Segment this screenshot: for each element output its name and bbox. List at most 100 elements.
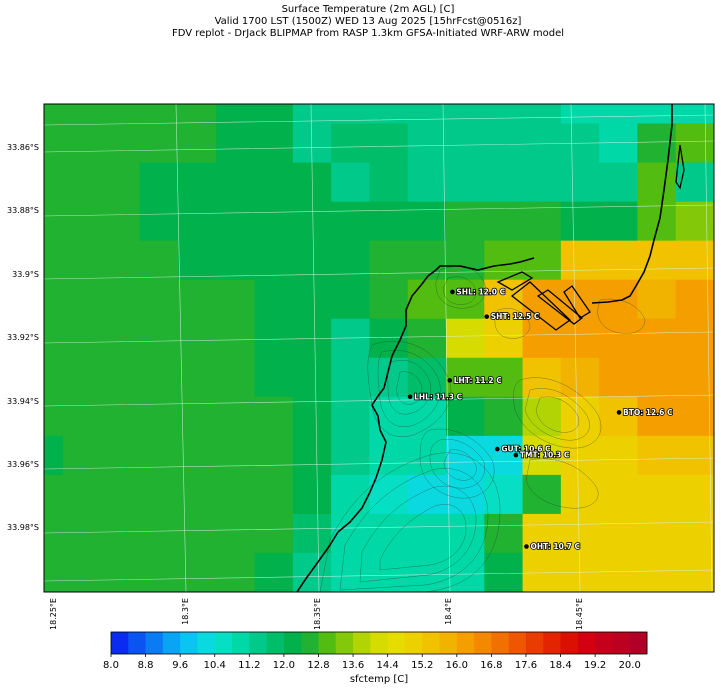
colorbar-frame bbox=[110, 631, 648, 655]
grid-cell bbox=[63, 318, 103, 359]
grid-cell bbox=[522, 318, 562, 359]
grid-cell bbox=[637, 104, 677, 125]
grid-cell bbox=[254, 279, 294, 320]
station-marker-bto bbox=[616, 410, 622, 415]
colorbar-swatch bbox=[577, 632, 596, 654]
grid-cell bbox=[44, 318, 64, 359]
lat-tick-label: 33.86°S bbox=[7, 143, 39, 152]
station-marker-shl bbox=[450, 289, 455, 295]
lat-tick-label: 33.98°S bbox=[7, 523, 39, 532]
grid-cell bbox=[599, 435, 639, 476]
grid-cell bbox=[560, 513, 600, 554]
grid-cell bbox=[446, 318, 486, 359]
grid-cell bbox=[407, 123, 447, 164]
grid-cell bbox=[331, 318, 371, 359]
colorbar-swatch bbox=[439, 632, 458, 654]
grid-cell bbox=[484, 513, 524, 554]
colorbar-tick-label: 19.2 bbox=[583, 660, 607, 671]
grid-cell bbox=[216, 513, 256, 554]
grid-cell bbox=[254, 240, 294, 281]
grid-cell bbox=[292, 279, 332, 320]
colorbar-swatch bbox=[145, 632, 164, 654]
grid-cell bbox=[254, 552, 294, 592]
grid-cell bbox=[369, 435, 409, 476]
colorbar-swatch bbox=[387, 632, 406, 654]
grid-cell bbox=[522, 240, 562, 281]
grid-cell bbox=[139, 162, 179, 203]
grid-cell bbox=[101, 552, 141, 592]
grid-cell bbox=[178, 435, 218, 476]
grid-cell bbox=[254, 396, 294, 437]
colorbar-tick-label: 17.6 bbox=[514, 660, 538, 671]
grid-cell bbox=[331, 201, 371, 242]
station-label-shl: SHL: 12.0 C bbox=[456, 287, 505, 296]
grid-cell bbox=[407, 318, 447, 359]
grid-cell bbox=[139, 104, 179, 125]
grid-cell bbox=[44, 240, 64, 281]
grid-cell bbox=[675, 318, 714, 359]
colorbar-tick-label: 8.0 bbox=[103, 660, 119, 671]
grid-cell bbox=[178, 318, 218, 359]
grid-cell bbox=[484, 162, 524, 203]
colorbar-tick-label: 15.2 bbox=[411, 660, 434, 671]
grid-cell bbox=[216, 240, 256, 281]
grid-cell bbox=[599, 123, 639, 164]
grid-cell bbox=[44, 162, 64, 203]
lon-tick-label: 18.4°E bbox=[444, 598, 453, 625]
colorbar-swatch bbox=[249, 632, 268, 654]
grid-cell bbox=[560, 240, 600, 281]
grid-cell bbox=[292, 240, 332, 281]
colorbar-swatch bbox=[508, 632, 527, 654]
map-title: Surface Temperature (2m AGL) [C] Valid 1… bbox=[0, 4, 721, 40]
grid-cell bbox=[407, 240, 447, 281]
grid-cell bbox=[675, 396, 714, 437]
station-marker-oht bbox=[524, 544, 529, 549]
grid-cell bbox=[101, 162, 141, 203]
colorbar-swatch bbox=[162, 632, 181, 654]
grid-cell bbox=[216, 201, 256, 242]
grid-cell bbox=[407, 279, 447, 320]
grid-cell bbox=[407, 552, 447, 592]
grid-cell bbox=[178, 123, 218, 164]
grid-cell bbox=[63, 240, 103, 281]
grid-cell bbox=[675, 201, 714, 242]
colorbar-swatch bbox=[491, 632, 510, 654]
colorbar-swatch bbox=[525, 632, 544, 654]
grid-cell bbox=[101, 513, 141, 554]
grid-cell bbox=[369, 357, 409, 398]
grid-cell bbox=[254, 435, 294, 476]
grid-cell bbox=[63, 104, 103, 125]
station-label-tmt: TMT: 10.3 C bbox=[520, 451, 570, 460]
colorbar-swatch bbox=[283, 632, 302, 654]
colorbar-swatch bbox=[353, 632, 371, 654]
grid-cell bbox=[637, 357, 677, 398]
grid-cell bbox=[599, 201, 639, 242]
grid-cell bbox=[331, 240, 371, 281]
colorbar-swatch bbox=[404, 632, 423, 654]
grid-cell bbox=[101, 435, 141, 476]
grid-cell bbox=[484, 552, 524, 592]
grid-cell bbox=[178, 279, 218, 320]
grid-cell bbox=[407, 201, 447, 242]
grid-cell bbox=[446, 123, 486, 164]
graticule bbox=[44, 104, 714, 592]
station-markers: SHL: 12.0 C SHT: 12.5 C LHT: 11.2 C LHL: 11… bbox=[407, 287, 674, 552]
grid-cell bbox=[369, 162, 409, 203]
grid-cell bbox=[331, 279, 371, 320]
grid-cell bbox=[178, 513, 218, 554]
colorbar-tick-label: 8.8 bbox=[137, 660, 154, 671]
colorbar-swatch bbox=[197, 632, 216, 654]
grid-cell bbox=[637, 279, 677, 320]
grid-cell bbox=[216, 357, 256, 398]
lat-tick-label: 33.96°S bbox=[7, 460, 39, 469]
grid-cell bbox=[637, 318, 677, 359]
grid-cell bbox=[637, 201, 677, 242]
grid-cell bbox=[637, 435, 677, 476]
grid-cell bbox=[599, 396, 639, 437]
grid-cell bbox=[637, 552, 677, 592]
station-marker-sht bbox=[484, 314, 490, 319]
colorbar-tick-label: 14.4 bbox=[376, 660, 399, 671]
station-label-bto: BTO: 12.6 C bbox=[623, 408, 673, 417]
colorbar-tick-label: 13.6 bbox=[341, 660, 365, 671]
grid-cell bbox=[407, 513, 447, 554]
